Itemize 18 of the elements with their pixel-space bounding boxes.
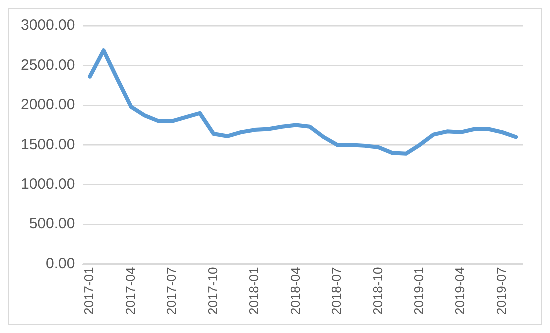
x-tick-label: 2018-01 <box>246 267 262 316</box>
y-tick-label: 0.00 <box>46 255 76 272</box>
x-tick-label: 2018-10 <box>370 267 386 316</box>
y-tick-label: 500.00 <box>29 216 76 233</box>
x-tick-label: 2019-07 <box>494 267 509 316</box>
y-tick-label: 3000.00 <box>20 17 76 34</box>
x-tick-label: 2017-07 <box>164 267 180 316</box>
x-tick-label: 2017-04 <box>122 267 138 316</box>
x-tick-label: 2018-07 <box>329 267 344 316</box>
y-tick-label: 2500.00 <box>20 56 76 74</box>
y-tick-label: 1000.00 <box>20 176 76 193</box>
y-tick-label: 1500.00 <box>20 136 76 154</box>
x-tick-label: 2017-10 <box>205 267 220 316</box>
y-tick-label: 2000.00 <box>20 96 76 114</box>
x-tick-label: 2018-04 <box>288 267 303 316</box>
x-tick-label: 2019-04 <box>452 267 468 316</box>
x-tick-label: 2017-01 <box>82 267 97 316</box>
x-tick-label: 2019-01 <box>412 267 427 316</box>
